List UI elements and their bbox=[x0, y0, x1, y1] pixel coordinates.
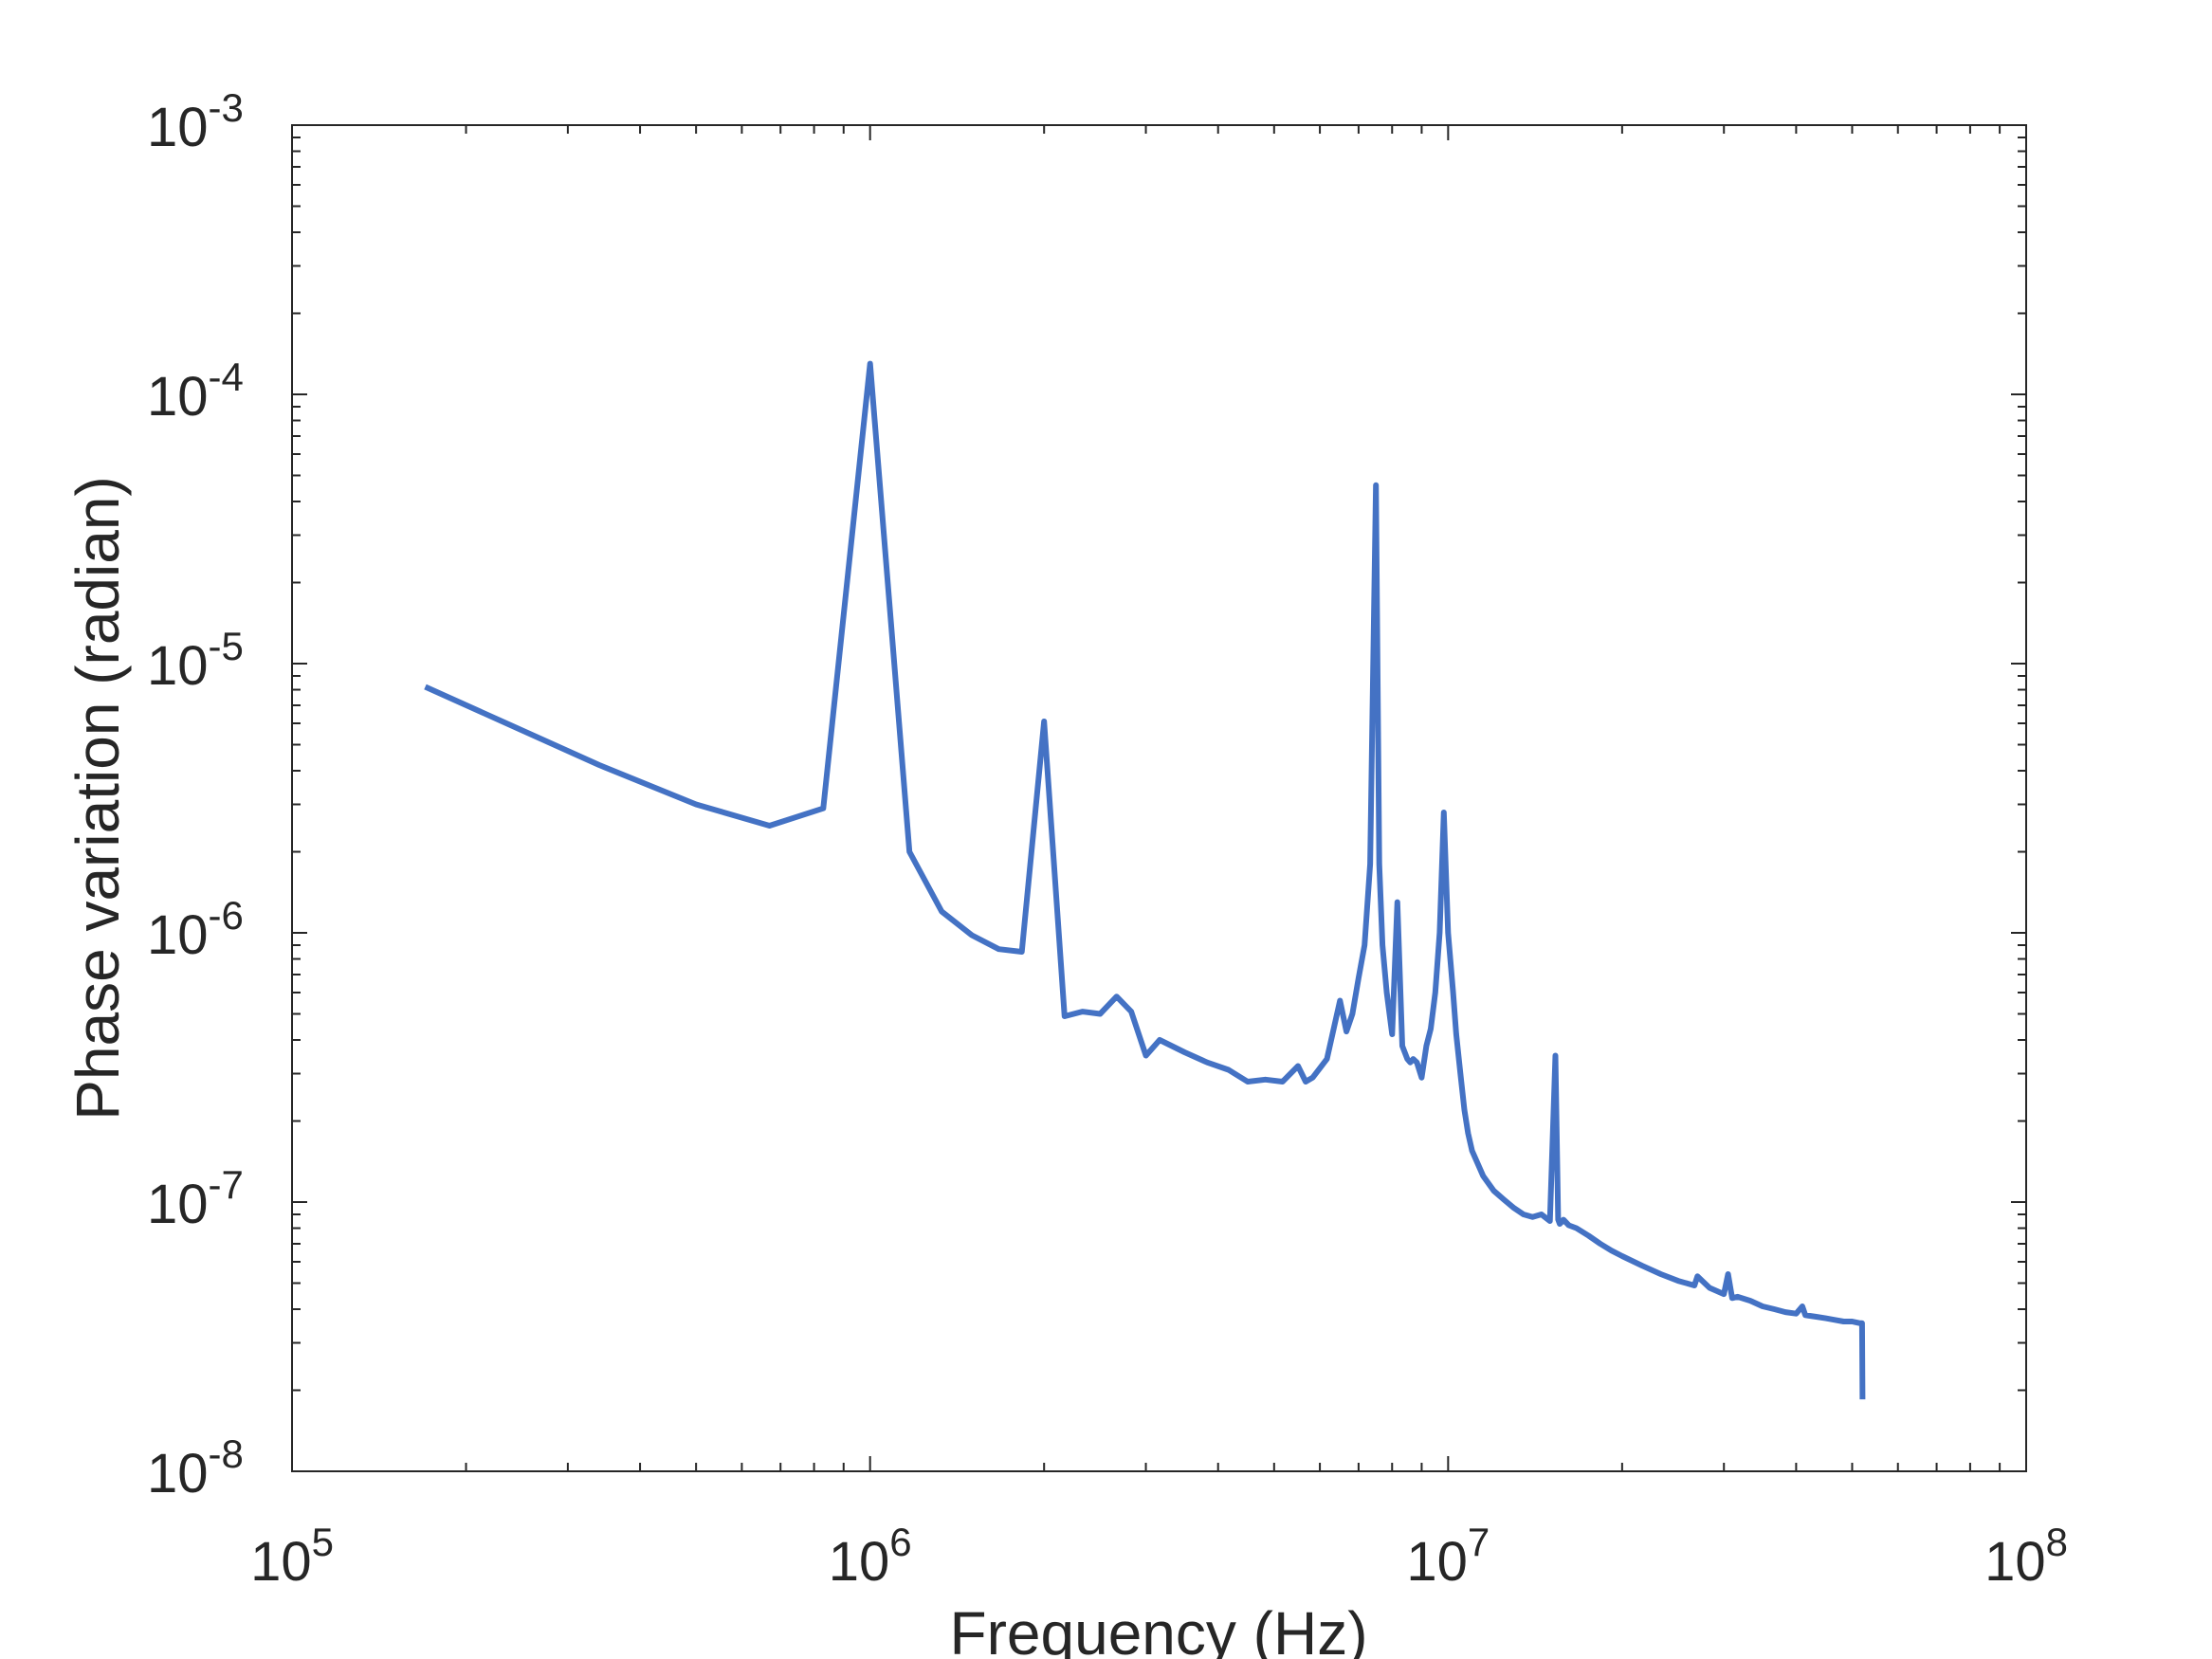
y-tick-labels: 10-8 10-7 10-6 10-5 10-4 10-3 bbox=[147, 85, 244, 1504]
x-tick-label: 105 bbox=[250, 1520, 334, 1593]
y-tick-label: 10-6 bbox=[147, 893, 244, 966]
x-tick-label: 106 bbox=[829, 1520, 912, 1593]
y-axis-title: Phase variation (radian) bbox=[64, 476, 132, 1120]
y-tick-label: 10-4 bbox=[147, 355, 244, 428]
minor-ticks bbox=[292, 125, 2026, 1471]
series-line bbox=[424, 360, 1866, 1400]
plot-frame bbox=[291, 124, 2027, 1472]
y-tick-label: 10-3 bbox=[147, 85, 244, 158]
y-tick-label: 10-8 bbox=[147, 1431, 244, 1504]
x-tick-label: 107 bbox=[1406, 1520, 1490, 1593]
x-tick-label: 108 bbox=[1984, 1520, 2068, 1593]
x-tick-labels: 105 106 107 108 bbox=[250, 1520, 2068, 1593]
x-axis-title: Frequency (Hz) bbox=[950, 1599, 1368, 1659]
series-layer bbox=[424, 360, 1866, 1400]
y-tick-label: 10-5 bbox=[147, 624, 244, 697]
y-tick-label: 10-7 bbox=[147, 1162, 244, 1235]
